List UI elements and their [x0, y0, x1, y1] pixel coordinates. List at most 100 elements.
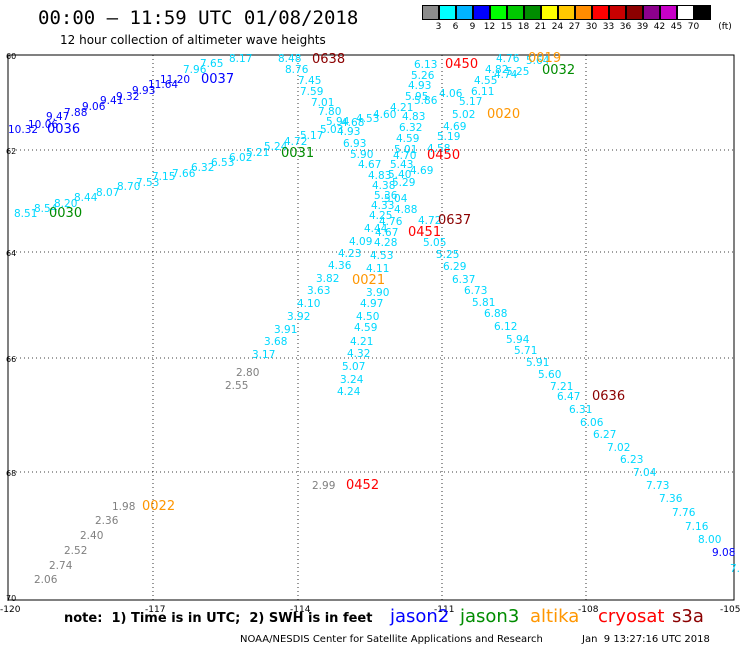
swh-value: 9.47 — [46, 111, 69, 123]
latitude-label: 64 — [6, 249, 16, 258]
swh-value: 4.76 — [379, 216, 403, 228]
latitude-label: 70 — [6, 594, 16, 603]
latitude-label: 66 — [6, 355, 16, 364]
pass-time-label: 0030 — [49, 206, 82, 221]
swh-value: 6.13 — [414, 59, 437, 71]
swh-value: 4.83 — [402, 111, 425, 123]
swh-value: 6.32 — [399, 122, 422, 134]
swh-value: 5.26 — [411, 70, 435, 82]
legend-label: 39 — [636, 22, 649, 32]
swh-value: 4.25 — [369, 210, 392, 222]
swh-value: 4.24 — [337, 386, 361, 398]
legend-swatch — [507, 5, 524, 20]
swh-value: 6.73 — [464, 285, 487, 297]
swh-value: 6.88 — [484, 308, 507, 320]
swh-value: 6.23 — [620, 454, 643, 466]
swh-value: 4.97 — [360, 298, 383, 310]
legend-swatch — [575, 5, 592, 20]
legend-swatch — [541, 5, 558, 20]
swh-value: 4.21 — [350, 336, 373, 348]
swh-value: 5.81 — [472, 297, 495, 309]
swh-value: 10.06 — [28, 119, 58, 131]
swh-value: 2.55 — [225, 380, 248, 392]
legend-swatch — [490, 5, 507, 20]
legend-swatch — [473, 5, 490, 20]
longitude-label: -111 — [434, 605, 454, 615]
swh-value: 4.09 — [349, 236, 372, 248]
swh-value: 2.52 — [64, 545, 87, 557]
swh-value: 8.44 — [74, 192, 98, 204]
longitude-label: -105 — [720, 605, 740, 615]
swh-value: 4.70 — [393, 150, 416, 162]
legend-swatch — [558, 5, 575, 20]
swh-value: 7.59 — [300, 86, 323, 98]
swh-value: 5.60 — [538, 369, 561, 381]
legend-label: 24 — [551, 22, 564, 32]
legend-label: 18 — [517, 22, 530, 32]
swh-value: 2.36 — [95, 515, 119, 527]
swh-value: 4.32 — [347, 348, 370, 360]
legend-unit: (ft) — [718, 22, 732, 32]
swh-value: 4.50 — [356, 311, 379, 323]
swh-value: 5.94 — [506, 334, 530, 346]
axis-labels: 60 62 64 66 68 70 -120 -117 -114 -111 -108 -105 — [0, 52, 740, 615]
swh-value: 7. — [730, 563, 740, 575]
swh-value: 6.11 — [471, 86, 494, 98]
legend-label: 45 — [670, 22, 683, 32]
pass-time-label: 0636 — [592, 389, 625, 404]
swh-value: 5.40 — [388, 169, 411, 181]
swh-value: 7.45 — [298, 75, 321, 87]
swh-value: 4.10 — [297, 298, 320, 310]
swh-value: 2.06 — [34, 574, 58, 586]
swh-value: 7.80 — [318, 106, 341, 118]
legend-label: 15 — [500, 22, 513, 32]
swh-value: 3.63 — [307, 285, 330, 297]
swh-value: 7.96 — [183, 64, 207, 76]
lat-lon-grid — [8, 55, 734, 600]
legend-swatch — [422, 5, 439, 20]
swh-value: 5.64 — [526, 55, 550, 67]
swh-value: 2.40 — [80, 530, 103, 542]
swh-value: 7.73 — [646, 480, 669, 492]
longitude-label: -120 — [0, 605, 21, 615]
swh-value: 4.58 — [427, 143, 450, 155]
swh-value: 2.80 — [236, 367, 259, 379]
pass-time-label: 0019 — [528, 51, 561, 66]
swh-value: 5.19 — [437, 131, 460, 143]
swh-value: 8.70 — [117, 181, 140, 193]
swh-value: 4.74 — [494, 69, 518, 81]
latitude-label: 62 — [6, 147, 16, 156]
swh-value: 6.27 — [593, 429, 616, 441]
swh-value: 3.68 — [264, 336, 287, 348]
pass-time-label: 0032 — [542, 63, 575, 78]
swh-value: 5.43 — [390, 159, 413, 171]
legend-swatch — [524, 5, 541, 20]
pass-time-label: 0450 — [427, 148, 460, 163]
swh-value: 4.72 — [418, 215, 441, 227]
swh-value: 8.51 — [14, 208, 37, 220]
satellite-name: altika — [530, 606, 580, 627]
swh-value: 6.93 — [343, 138, 366, 150]
swh-value: 5.95 — [405, 91, 428, 103]
swh-value: 4.69 — [443, 121, 466, 133]
generation-timestamp: Jan 9 13:27:16 UTC 2018 — [582, 634, 710, 645]
swh-value: 5.86 — [414, 95, 438, 107]
swh-value: 7.02 — [607, 442, 630, 454]
swh-value: 7.15 — [152, 171, 175, 183]
swh-value: 7.01 — [311, 97, 334, 109]
swh-value: 10.32 — [8, 124, 38, 136]
swh-value: 8.00 — [698, 534, 721, 546]
swh-value: 3.91 — [274, 324, 297, 336]
swh-value: 5.29 — [392, 177, 415, 189]
swh-value: 3.82 — [316, 273, 339, 285]
swh-value: 4.59 — [396, 133, 419, 145]
swh-value: 5.71 — [514, 345, 537, 357]
pass-time-label: 0020 — [487, 107, 520, 122]
legend-swatch — [643, 5, 660, 20]
swh-value: 5.07 — [342, 361, 365, 373]
swh-value: 4.23 — [338, 248, 361, 260]
swh-value: 7.66 — [172, 168, 196, 180]
swh-value: 4.06 — [439, 88, 463, 100]
swh-value: 4.76 — [496, 53, 520, 65]
